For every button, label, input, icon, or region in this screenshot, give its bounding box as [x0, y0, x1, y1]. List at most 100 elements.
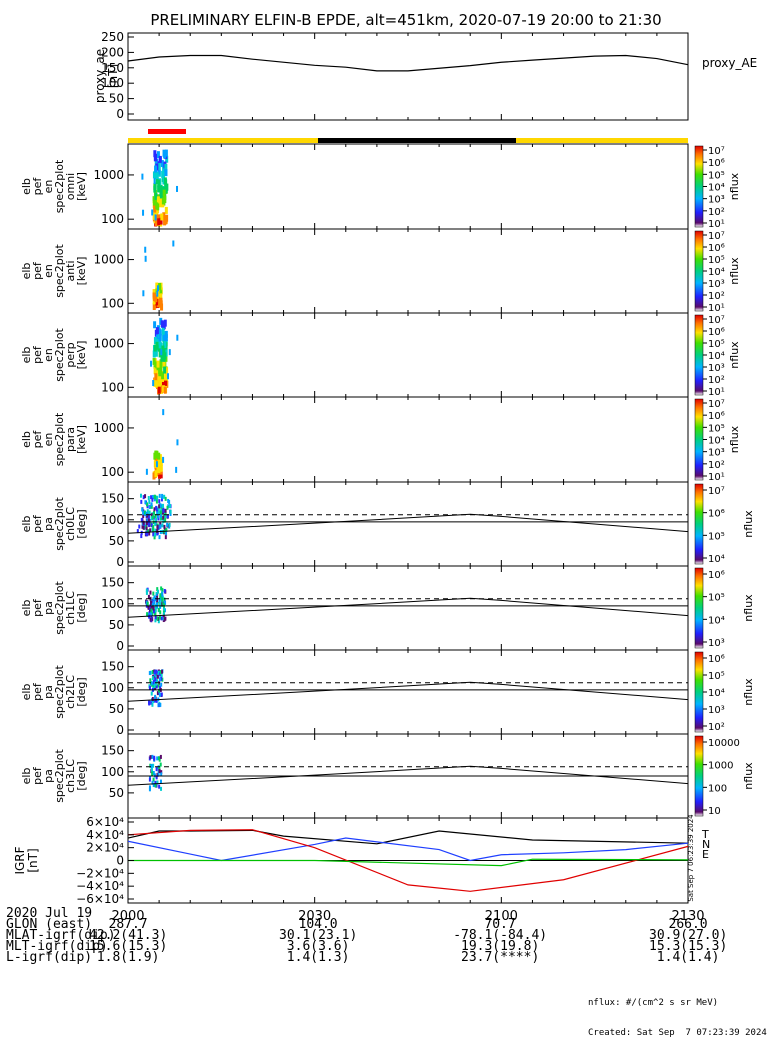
- pa-ch0LC-cell: [149, 528, 152, 533]
- footer-row-value: 15.3(15.3): [649, 939, 728, 954]
- pa-ch0LC-cell: [164, 508, 167, 513]
- pa-ch3LC-cell: [152, 763, 155, 768]
- spec-anti-cell: [159, 294, 163, 302]
- spec-para-cell: [156, 464, 160, 472]
- pa-ch0LC-cell: [162, 515, 165, 520]
- spec-perp-cell: [152, 350, 156, 358]
- pa-ch3LC-cell: [156, 772, 159, 777]
- colorbar-para-tick-label: 10¹: [708, 472, 725, 483]
- pa-ch3LC-cell: [152, 783, 155, 788]
- colorbar-ch2LC-tick-label: 10⁴: [708, 688, 725, 699]
- footer-row: GLON (east) 287.7 104.0 70.7 266.0: [0, 917, 775, 932]
- pa-ch3LC-cell: [160, 786, 163, 791]
- spec-para-cell: [145, 468, 148, 475]
- x-tick-label: 2100: [485, 909, 518, 924]
- pa-ch0LC-cell: [159, 510, 162, 515]
- pa-ch1LC-cell: [163, 608, 166, 613]
- ylabel-line: pa: [42, 685, 55, 699]
- pa-ch3LC-cell: [158, 784, 161, 789]
- spec-anti-cell: [156, 300, 160, 308]
- ylabel-line: elb: [20, 263, 33, 280]
- proxy-ae-ytick-label: 100: [101, 76, 124, 90]
- colorbar-perp-tick-label: 10⁴: [708, 351, 725, 362]
- spec-omni-ylabel: elbpefenspec2plotomni[keV]: [20, 159, 88, 213]
- spec-para-cell: [158, 454, 162, 462]
- pa-ch3LC-cell: [158, 769, 161, 774]
- pa-ch0LC-cell: [145, 521, 148, 526]
- proxy-ae-frame: [127, 32, 689, 121]
- spec-omni-cell: [155, 177, 159, 185]
- spec-omni-cell: [159, 185, 163, 193]
- pa-ch1LC-ylabel: elbpefpaspec2plotch1LC[deg]: [20, 581, 88, 635]
- spec-perp-cell: [156, 360, 160, 368]
- pa-ch3LC-cell: [155, 767, 158, 772]
- colorbar-ch3LC-tick-label: 10: [708, 806, 721, 817]
- spec-perp-cell: [164, 373, 168, 381]
- spec-omni-cell: [159, 217, 163, 225]
- footer-row-value: -78.1(-84.4): [453, 928, 548, 943]
- ylabel-line: [deg]: [75, 593, 88, 622]
- footer-row: 2020 Jul 19: [0, 906, 775, 921]
- pa-ch0LC-cell: [167, 498, 170, 503]
- spec-perp-cell: [158, 350, 162, 358]
- pa-ch0LC-cell: [156, 524, 159, 529]
- spec-perp-cell: [153, 367, 157, 375]
- footer-row-label: GLON (east): [6, 917, 93, 932]
- spec-omni-cell: [153, 185, 157, 193]
- pa-ch2LC-cell: [157, 670, 160, 675]
- spec-para-ytick-label: 100: [101, 465, 124, 479]
- spec-omni-cell: [153, 154, 157, 162]
- igrf-series-T: [127, 829, 689, 845]
- pa-ch3LC-cell: [153, 755, 156, 760]
- colorbar-ch0LC-tick-label: 10⁷: [708, 486, 725, 497]
- colorbar-anti-tick-label: 10²: [708, 291, 725, 302]
- pa-ch1LC-cell: [150, 611, 153, 616]
- spec-anti-cell: [158, 282, 162, 290]
- colorbar-ch0LC: [694, 483, 704, 565]
- footer-row-value: 1.8(1.9): [96, 950, 160, 965]
- igrf-ytick-label: −4×10⁴: [76, 879, 124, 893]
- igrf-ytick-label: 0: [116, 854, 124, 868]
- ylabel-line: spec2plot: [53, 159, 66, 213]
- pa-ch0LC-cell: [162, 508, 165, 513]
- spec-para-cell: [162, 409, 165, 416]
- pa-ch0LC-cell: [150, 504, 153, 509]
- spec-omni-cell: [161, 197, 165, 205]
- pa-ch1LC-frame: [127, 565, 689, 651]
- colorbar-ch2LC-label: nflux: [742, 678, 755, 706]
- spec-omni-cell: [157, 179, 161, 187]
- ylabel-line: [keV]: [75, 341, 88, 370]
- ylabel-line: spec2plot: [53, 328, 66, 382]
- footer-row: MLAT-igrf(dip) 42.2(41.3) 30.1(23.1) -78.1(…: [0, 928, 775, 943]
- ylabel-line: [keV]: [75, 425, 88, 454]
- pa-ch1LC-cell: [155, 604, 158, 609]
- pa-ch2LC-cell: [149, 678, 152, 683]
- colorbar-omni-label: nflux: [728, 172, 741, 200]
- pa-ch0LC-cell: [156, 495, 159, 500]
- spec-perp-cell: [158, 369, 162, 377]
- pa-ch3LC-cell: [159, 762, 162, 767]
- spec-perp-cell: [153, 321, 157, 329]
- pa-ch1LC-cell: [158, 602, 161, 607]
- pa-ch0LC-cell: [140, 517, 143, 522]
- spec-perp-cell: [164, 330, 168, 338]
- pa-ch0LC-cell: [169, 503, 172, 508]
- pa-ch0LC-cell: [169, 509, 172, 514]
- colorbar-para-label: nflux: [728, 425, 741, 453]
- pa-ch1LC-cell: [151, 606, 154, 611]
- ylabel-line: elb: [20, 347, 33, 364]
- colorbar-para-tick-label: 10²: [708, 460, 725, 471]
- pa-ch1LC-cell: [145, 600, 148, 605]
- pa-ch0LC-cell: [150, 516, 153, 521]
- spec-perp-ytick-label: 1000: [93, 337, 124, 351]
- igrf-ytick-label: 6×10⁴: [86, 815, 124, 829]
- spec-perp-cell: [154, 377, 158, 385]
- spec-perp-cell: [165, 367, 169, 375]
- pa-ch2LC-cell: [158, 690, 161, 695]
- spec-omni-cell: [164, 169, 168, 177]
- footer-row-label: 2020 Jul 19: [6, 906, 93, 921]
- pa-ch2LC-cell: [157, 703, 160, 708]
- pa-ch0LC-cell: [158, 535, 161, 540]
- pa-ch0LC-cell: [156, 531, 159, 536]
- footer-row-value: 104.0: [298, 917, 338, 932]
